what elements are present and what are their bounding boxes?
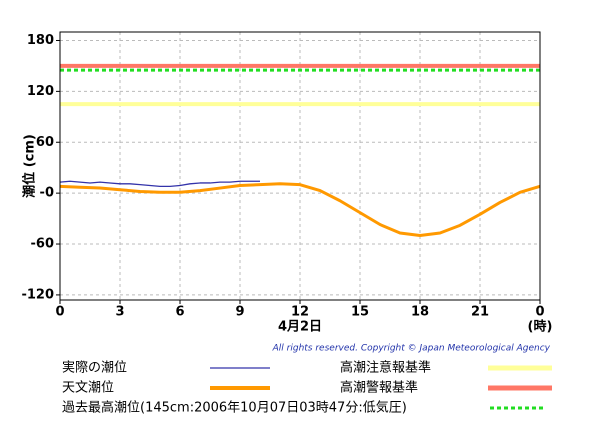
series-line	[59, 182, 541, 238]
x-tick-label: 3	[115, 305, 124, 320]
x-tick-label: 0	[55, 305, 64, 320]
x-tick-label: 6	[175, 305, 184, 320]
x-tick-label: 21	[471, 305, 489, 320]
y-axis-label: 潮位 (cm)	[22, 134, 38, 198]
y-tick-label: -0	[40, 186, 54, 201]
y-tick-label: 120	[27, 84, 54, 99]
x-tick-label: 15	[351, 305, 369, 320]
series-line	[59, 180, 260, 188]
legend-label: 天文潮位	[62, 381, 114, 396]
x-axis-label: 4月2日	[278, 320, 322, 335]
y-tick-label: 180	[27, 33, 54, 48]
x-tick-label: 0	[535, 305, 544, 320]
x-tick-label: 12	[291, 305, 309, 320]
legend-label: 高潮警報基準	[340, 380, 418, 396]
y-tick-label: -120	[21, 287, 54, 302]
legend-label: 実際の潮位	[62, 360, 127, 376]
x-axis-unit: (時)	[528, 319, 553, 335]
y-tick-label: 60	[36, 135, 54, 150]
x-tick-label: 9	[235, 305, 244, 320]
x-tick-label: 18	[411, 305, 429, 320]
legend-label: 過去最高潮位(145cm:2006年10月07日03時47分:低気圧)	[62, 400, 407, 416]
copyright: All rights reserved. Copyright © Japan M…	[272, 344, 551, 354]
plot-frame	[59, 31, 541, 301]
y-tick-label: -60	[31, 237, 55, 252]
legend-label: 高潮注意報基準	[340, 360, 431, 376]
